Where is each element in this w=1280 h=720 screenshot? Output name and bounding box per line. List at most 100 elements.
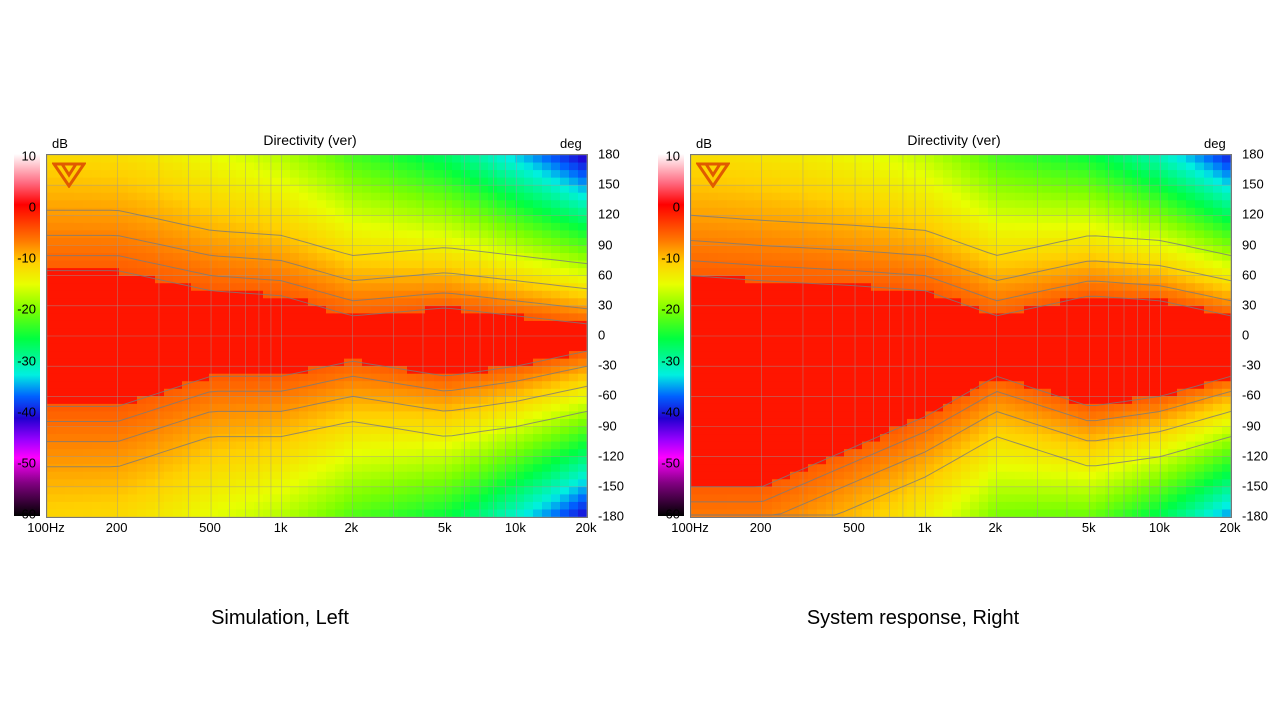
- heatmap-cell: [709, 177, 719, 186]
- heatmap-cell: [880, 237, 890, 247]
- heatmap-cell: [542, 509, 552, 517]
- heatmap-cell: [844, 351, 854, 360]
- heatmap-cell: [479, 305, 489, 314]
- heatmap-cell: [763, 313, 773, 322]
- heatmap-cell: [173, 162, 183, 171]
- heatmap-cell: [425, 200, 435, 209]
- heatmap-cell: [317, 434, 327, 443]
- heatmap-cell: [344, 260, 354, 269]
- heatmap-cell: [1015, 456, 1025, 465]
- contour-line: [47, 365, 587, 422]
- heatmap-cell: [790, 366, 800, 375]
- heatmap-cell: [844, 170, 854, 179]
- heatmap-cell: [871, 253, 881, 262]
- heatmap-cell: [479, 366, 489, 375]
- heatmap-cell: [362, 192, 372, 201]
- heatmap-cell: [191, 494, 201, 503]
- heatmap-cell: [745, 411, 755, 420]
- heatmap-cell: [407, 449, 417, 458]
- heatmap-cell: [970, 200, 980, 209]
- heatmap-cell: [110, 185, 120, 194]
- heatmap-cell: [380, 411, 390, 420]
- heatmap-cell: [781, 366, 791, 375]
- heatmap-cell: [407, 207, 417, 216]
- heatmap-cell: [128, 253, 138, 262]
- heatmap-cell: [542, 215, 552, 224]
- heatmap-cell: [155, 162, 165, 171]
- heatmap-cell: [200, 253, 210, 262]
- heatmap-cell: [952, 441, 962, 450]
- heatmap-cell: [65, 155, 75, 164]
- heatmap-cell: [173, 358, 183, 367]
- heatmap-cell: [380, 343, 390, 352]
- heatmap-cell: [272, 343, 282, 352]
- heatmap-cell: [952, 177, 962, 186]
- heatmap-cell: [110, 471, 120, 480]
- heatmap-cell: [362, 403, 372, 413]
- heatmap-cell: [1060, 170, 1070, 179]
- heatmap-cell: [272, 479, 282, 488]
- heatmap-cell: [1069, 162, 1079, 171]
- heatmap-cell: [155, 305, 165, 314]
- heatmap-cell: [551, 237, 561, 247]
- heatmap-cell: [146, 222, 156, 232]
- heatmap-cell: [961, 275, 971, 284]
- heatmap-cell: [1060, 434, 1070, 443]
- heatmap-cell: [790, 411, 800, 420]
- heatmap-cell: [862, 403, 872, 413]
- heatmap-cell: [569, 351, 579, 360]
- heatmap-cell: [934, 351, 944, 360]
- heatmap-cell: [209, 486, 219, 495]
- heatmap-cell: [407, 434, 417, 443]
- heatmap-cell: [1015, 449, 1025, 458]
- heatmap-cell: [961, 434, 971, 443]
- heatmap-cell: [335, 494, 345, 503]
- heatmap-cell: [772, 396, 782, 405]
- heatmap-cell: [74, 464, 84, 473]
- heatmap-cell: [452, 366, 462, 375]
- heatmap-cell: [434, 471, 444, 480]
- heatmap-cell: [335, 388, 345, 397]
- heatmap-cell: [380, 456, 390, 465]
- heatmap-cell: [362, 222, 372, 232]
- heatmap-cell: [317, 381, 327, 390]
- heatmap-cell: [1042, 441, 1052, 450]
- heatmap-cell: [281, 215, 291, 224]
- heatmap-cell: [380, 373, 390, 382]
- heatmap-cell: [916, 192, 926, 201]
- heatmap-cell: [344, 456, 354, 465]
- heatmap-cell: [461, 373, 471, 382]
- heatmap-cell: [542, 426, 552, 435]
- heatmap-cell: [146, 501, 156, 511]
- heatmap-cell: [155, 268, 165, 277]
- heatmap-cell: [533, 328, 543, 337]
- heatmap-cell: [1015, 434, 1025, 443]
- heatmap-cell: [182, 479, 192, 488]
- heatmap-cell: [997, 230, 1007, 239]
- heatmap-cell: [925, 501, 935, 511]
- heatmap-cell: [542, 343, 552, 352]
- heatmap-cell: [1006, 471, 1016, 480]
- heatmap-cell: [826, 479, 836, 488]
- heatmap-cell: [218, 170, 228, 179]
- heatmap-cell: [745, 162, 755, 171]
- heatmap-cell: [533, 426, 543, 435]
- heatmap-cell: [461, 298, 471, 307]
- heatmap-cell: [1060, 471, 1070, 480]
- heatmap-cell: [371, 336, 381, 345]
- heatmap-cell: [727, 207, 737, 216]
- heatmap-cell: [560, 283, 570, 292]
- heatmap-cell: [790, 441, 800, 450]
- heatmap-cell: [551, 260, 561, 269]
- heatmap-cell: [443, 351, 453, 360]
- heatmap-cell: [578, 253, 587, 262]
- heatmap-cell: [772, 200, 782, 209]
- heatmap-cell: [763, 305, 773, 314]
- heatmap-cell: [997, 185, 1007, 194]
- heatmap-cell: [569, 509, 579, 517]
- heatmap-cell: [709, 162, 719, 171]
- heatmap-cell: [200, 162, 210, 171]
- heatmap-plot: [690, 154, 1232, 518]
- heatmap-cell: [880, 388, 890, 397]
- heatmap-cell: [826, 298, 836, 307]
